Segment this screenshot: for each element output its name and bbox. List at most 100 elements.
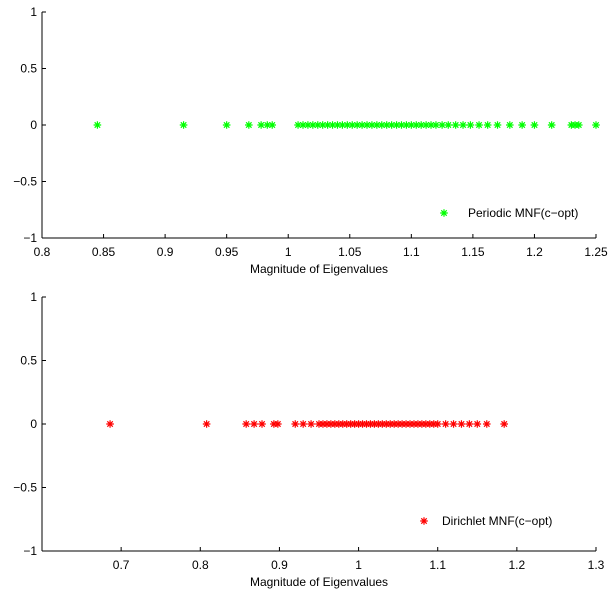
data-point — [368, 121, 376, 129]
data-point — [392, 121, 401, 129]
data-point — [374, 420, 383, 428]
data-point — [299, 121, 307, 129]
data-point — [394, 420, 402, 428]
data-point — [407, 121, 416, 129]
data-point — [263, 121, 272, 129]
data-point — [294, 121, 302, 129]
data-point — [426, 420, 434, 428]
x-tick-label: 0.9 — [157, 245, 174, 259]
data-point — [245, 121, 253, 129]
data-point — [433, 420, 442, 428]
legend-marker — [440, 209, 448, 217]
y-tick-label: 0 — [30, 417, 37, 431]
data-point — [500, 420, 508, 428]
x-tick-label: 0.8 — [34, 245, 51, 259]
data-point — [315, 420, 323, 428]
data-point — [309, 121, 317, 129]
data-point — [334, 420, 343, 428]
data-point — [398, 420, 406, 428]
data-point — [412, 121, 421, 129]
data-point — [242, 420, 250, 428]
data-point — [358, 420, 367, 428]
data-point — [432, 121, 440, 129]
series-points — [93, 121, 600, 129]
data-point — [350, 420, 359, 428]
data-point — [493, 121, 502, 129]
data-point — [466, 121, 475, 129]
data-point — [449, 420, 458, 428]
data-point — [377, 121, 386, 129]
data-point — [93, 121, 102, 129]
x-tick-label: 0.8 — [192, 558, 209, 572]
y-tick-label: 0.5 — [20, 62, 37, 76]
data-point — [482, 420, 491, 428]
legend-label: Periodic MNF(c−opt) — [468, 206, 578, 220]
data-point — [370, 420, 379, 428]
data-point — [250, 420, 258, 428]
data-point — [362, 420, 371, 428]
data-point — [387, 121, 396, 129]
data-point — [274, 420, 282, 428]
x-tick-label: 0.7 — [113, 558, 130, 572]
data-point — [414, 420, 422, 428]
data-point — [402, 420, 410, 428]
data-point — [333, 121, 342, 129]
x-tick-label: 1 — [355, 558, 362, 572]
data-point — [346, 420, 355, 428]
data-point — [382, 420, 391, 428]
data-point — [106, 420, 114, 428]
data-point — [338, 420, 347, 428]
data-point — [313, 121, 322, 129]
data-point — [328, 121, 337, 129]
data-point — [574, 121, 583, 129]
data-point — [373, 121, 381, 129]
x-tick-label: 1.05 — [338, 245, 362, 259]
x-axis-label: Magnitude of Eigenvalues — [250, 262, 388, 276]
data-point — [418, 420, 426, 428]
data-point — [390, 420, 398, 428]
data-point — [397, 121, 406, 129]
data-point — [483, 121, 492, 129]
series-points — [106, 420, 508, 428]
data-point — [417, 121, 425, 129]
x-tick-label: 0.85 — [92, 245, 116, 259]
data-point — [354, 420, 363, 428]
plot-2: −1 −0.5 0 0.5 1 0.7 0.8 0.9 1 1.1 1.2 1.3 Magnitude … — [13, 290, 604, 589]
x-tick-label: 1 — [285, 245, 292, 259]
data-point — [547, 121, 556, 129]
y-tick-label: 0 — [30, 118, 37, 132]
data-point — [451, 121, 460, 129]
data-point — [323, 121, 332, 129]
data-point — [268, 121, 277, 129]
legend-label: Dirichlet MNF(c−opt) — [442, 514, 552, 528]
data-point — [530, 121, 539, 129]
data-point — [318, 121, 327, 129]
y-tick-label: −1 — [23, 544, 37, 558]
data-point — [410, 420, 418, 428]
data-point — [348, 121, 357, 129]
data-point — [506, 121, 514, 129]
data-point — [422, 121, 430, 129]
data-point — [257, 121, 265, 129]
data-point — [299, 420, 307, 428]
data-point — [353, 121, 361, 129]
data-point — [592, 121, 600, 129]
data-point — [441, 420, 450, 428]
y-tick-label: 1 — [30, 290, 37, 304]
y-tick-label: −0.5 — [13, 175, 37, 189]
data-point — [222, 121, 231, 129]
data-point — [202, 420, 211, 428]
x-tick-label: 1.1 — [429, 558, 446, 572]
data-point — [258, 420, 266, 428]
data-point — [465, 420, 474, 428]
data-point — [438, 121, 446, 129]
data-point — [343, 121, 352, 129]
x-tick-label: 0.9 — [271, 558, 288, 572]
data-point — [366, 420, 375, 428]
data-point — [459, 121, 467, 129]
data-point — [338, 121, 347, 129]
data-point — [331, 420, 339, 428]
x-tick-label: 1.3 — [588, 558, 605, 572]
x-tick-label: 0.95 — [215, 245, 239, 259]
y-tick-label: −0.5 — [13, 481, 37, 495]
